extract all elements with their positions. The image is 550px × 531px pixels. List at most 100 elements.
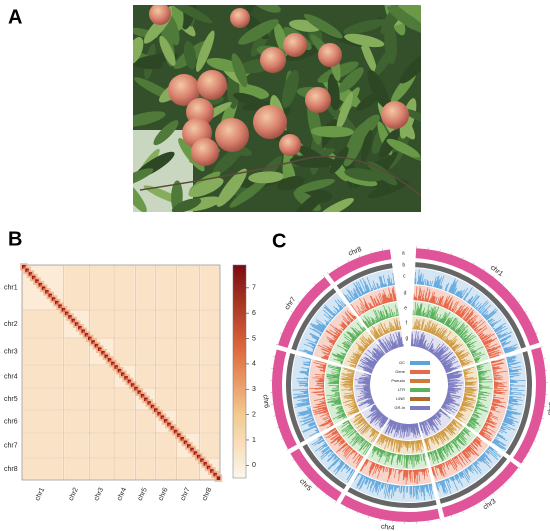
track-letter: c — [403, 273, 406, 279]
track-bg — [272, 349, 297, 450]
track-bg — [277, 277, 331, 348]
leaf — [293, 190, 326, 212]
scale-tick — [347, 259, 350, 262]
scale-tick — [534, 440, 537, 442]
leaf — [398, 5, 421, 23]
leaf — [133, 59, 164, 70]
interchrom-block — [177, 266, 199, 309]
interchrom-block — [200, 366, 219, 387]
peach — [260, 47, 286, 73]
track-bg — [328, 249, 392, 283]
track-letter: a — [402, 250, 405, 256]
leaf — [170, 5, 213, 24]
scale-tick — [325, 494, 327, 497]
leaf — [253, 5, 281, 13]
track-bg — [286, 353, 305, 443]
interchrom-block — [177, 459, 199, 479]
scale-tick — [359, 255, 361, 258]
peach-photo — [133, 5, 421, 212]
leaf — [344, 168, 384, 182]
scale-tick — [299, 469, 302, 471]
scale-tick — [315, 486, 318, 489]
colorbar-tick-label: 5 — [252, 335, 256, 342]
scale-tick — [493, 492, 495, 495]
track-bg — [291, 288, 337, 351]
scale-tick — [314, 283, 316, 285]
scale-tick — [502, 283, 504, 285]
row-label: chr4 — [4, 373, 18, 380]
leaf — [216, 168, 247, 207]
branch — [139, 155, 421, 196]
interchrom-block — [115, 434, 135, 457]
scale-tick — [356, 511, 358, 514]
interchrom-block — [64, 434, 89, 457]
scale-tick — [451, 252, 453, 255]
col-label: chr1 — [34, 487, 46, 502]
scale-tick — [370, 251, 372, 254]
scale-tick — [473, 262, 475, 265]
track-signal — [326, 301, 493, 469]
interchrom-block — [23, 311, 63, 337]
legend-swatch — [410, 370, 430, 374]
interchrom-block — [200, 311, 219, 337]
leaf — [390, 5, 417, 30]
interchrom-block — [23, 339, 63, 364]
leaf — [133, 111, 166, 128]
peach — [215, 118, 249, 152]
track-bg — [513, 347, 547, 464]
interchrom-block — [23, 434, 63, 457]
leaf — [133, 168, 154, 188]
scale-tick — [280, 332, 283, 334]
track-bg — [414, 268, 521, 354]
peach — [253, 105, 287, 139]
interchrom-block — [90, 366, 114, 387]
colorbar-tick-label: 4 — [252, 361, 256, 368]
leaf — [238, 19, 279, 45]
scale-tick — [368, 515, 370, 518]
scale-tick — [307, 478, 309, 480]
scale-tick — [276, 427, 279, 429]
leaf — [344, 33, 385, 48]
peach — [230, 8, 250, 28]
interchrom-block — [200, 411, 219, 432]
leaf — [399, 53, 421, 84]
row-label: chr7 — [4, 442, 18, 449]
leaf — [196, 30, 215, 72]
legend-label: GR-In — [394, 405, 405, 410]
interchrom-block — [23, 459, 63, 479]
scale-tick — [535, 332, 538, 334]
leaf — [248, 171, 285, 184]
legend-swatch — [410, 379, 430, 383]
track-letter: d — [404, 290, 407, 296]
panel-label: B — [8, 228, 22, 250]
track-bg — [297, 292, 347, 356]
track-letter: f — [406, 320, 408, 326]
track-bg — [505, 351, 532, 456]
leaf — [276, 176, 305, 191]
chrom-label: chr3 — [482, 498, 497, 511]
interchrom-block — [64, 366, 89, 387]
peach — [381, 101, 409, 129]
scale-tick — [337, 265, 339, 268]
scale-tick — [502, 485, 504, 487]
interchrom-block — [177, 339, 199, 364]
col-label: chr2 — [68, 487, 80, 502]
colorbar-tick-label: 7 — [252, 285, 256, 292]
interchrom-block — [177, 311, 199, 337]
leaf — [336, 91, 353, 132]
chrom-label: chr2 — [547, 401, 550, 416]
track-bg — [340, 494, 440, 522]
interchrom-block — [23, 366, 63, 387]
interchrom-block — [200, 266, 219, 309]
scale-tick — [305, 291, 308, 294]
interchrom-block — [136, 366, 155, 387]
interchrom-block — [156, 459, 176, 479]
col-label: chr7 — [180, 487, 192, 502]
peach — [283, 33, 307, 57]
leaf — [384, 21, 397, 65]
interchrom-block — [177, 389, 199, 409]
scale-tick — [451, 515, 453, 518]
interchrom-block — [156, 266, 176, 309]
interchrom-block — [64, 389, 89, 409]
interchrom-block — [64, 266, 89, 309]
